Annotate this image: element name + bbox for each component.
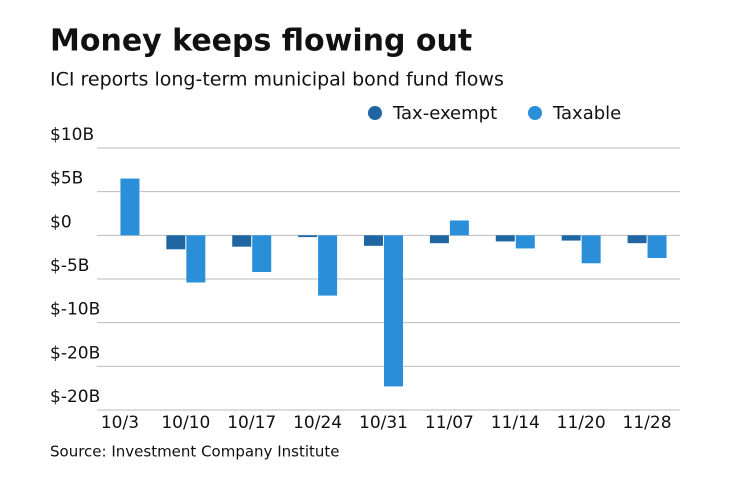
bar [515,235,535,249]
bar [647,235,667,259]
legend-label: Taxable [552,103,621,124]
bar [384,235,403,387]
x-tick-label: 11/14 [491,413,540,433]
y-tick-label: $-20B [50,387,100,407]
bar [495,235,515,242]
y-tick-label: $-20B [50,343,100,363]
legend-marker [368,106,382,120]
x-tick-label: 11/07 [425,413,474,433]
chart-title: Money keeps flowing out [50,24,472,59]
y-tick-label: $-10B [50,300,100,320]
x-tick-label: 10/24 [293,413,342,433]
x-tick-label: 10/3 [101,413,139,433]
bar [252,235,272,273]
y-tick-label: $10B [50,125,94,145]
bar [186,235,206,283]
bar [120,178,140,236]
bar [581,235,601,264]
y-tick-label: $5B [50,169,83,189]
bar [166,235,186,250]
bar [429,235,449,244]
x-tick-label: 10/10 [161,413,210,433]
chart-subtitle: ICI reports long-term municipal bond fun… [50,69,504,91]
x-tick-label: 11/28 [623,413,672,433]
x-tick-label: 10/17 [227,413,276,433]
x-tick-label: 10/31 [359,413,408,433]
bar [449,220,469,236]
bar [364,235,383,246]
y-tick-label: $0 [50,212,72,232]
legend-label: Tax-exempt [392,103,497,124]
bar [232,235,252,247]
source: Source: Investment Company Institute [50,443,340,461]
y-tick-label: $-5B [50,256,89,276]
bar [627,235,647,244]
bar [318,235,338,296]
bar [561,235,581,241]
x-tick-label: 11/20 [557,413,606,433]
legend-marker [528,106,542,120]
bar [298,235,318,238]
